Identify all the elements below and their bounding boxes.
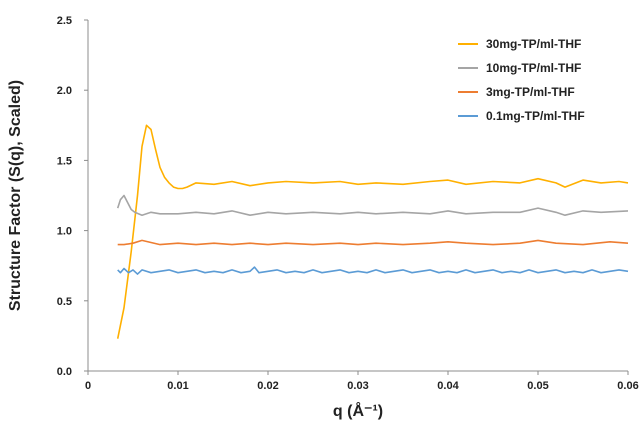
series-line-4 bbox=[117, 266, 629, 275]
y-tick-label: 0.0 bbox=[57, 366, 72, 378]
x-axis-title: q (Å⁻¹) bbox=[333, 401, 383, 420]
x-axis-title-text: q (Å⁻¹) bbox=[333, 401, 383, 420]
plot-series bbox=[116, 124, 629, 339]
y-tick-label: 2.5 bbox=[57, 15, 72, 27]
y-ticks: 0.0 0.5 1.0 1.5 2.0 2.5 bbox=[57, 15, 88, 378]
legend-label: 30mg-TP/ml-THF bbox=[486, 37, 581, 51]
x-tick-label: 0.03 bbox=[347, 380, 368, 392]
series-line-3 bbox=[117, 239, 629, 246]
series-line-1 bbox=[116, 124, 629, 339]
legend-label: 10mg-TP/ml-THF bbox=[486, 61, 581, 75]
legend-label: 0.1mg-TP/ml-THF bbox=[486, 109, 585, 123]
legend: 30mg-TP/ml-THF 10mg-TP/ml-THF 3mg-TP/ml-TH… bbox=[458, 37, 585, 123]
y-tick-label: 0.5 bbox=[57, 296, 72, 308]
x-tick-label: 0.01 bbox=[167, 380, 188, 392]
y-axis-title: Structure Factor (S(q), Scaled) bbox=[7, 80, 24, 311]
y-tick-label: 2.0 bbox=[57, 85, 72, 97]
legend-label: 3mg-TP/ml-THF bbox=[486, 85, 575, 99]
y-tick-label: 1.0 bbox=[57, 226, 72, 238]
y-tick-label: 1.5 bbox=[57, 155, 72, 167]
x-tick-label: 0 bbox=[85, 380, 91, 392]
x-tick-label: 0.05 bbox=[527, 380, 548, 392]
x-ticks: 0 0.01 0.02 0.03 0.04 0.05 0.06 bbox=[85, 371, 639, 392]
x-tick-label: 0.04 bbox=[437, 380, 459, 392]
series-line-2 bbox=[116, 194, 629, 216]
x-tick-label: 0.06 bbox=[617, 380, 638, 392]
x-tick-label: 0.02 bbox=[257, 380, 278, 392]
